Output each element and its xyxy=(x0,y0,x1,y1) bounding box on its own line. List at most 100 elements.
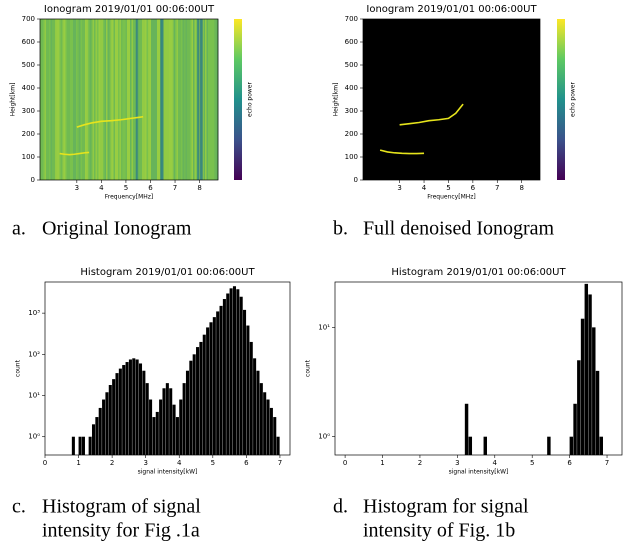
noise-stripe xyxy=(65,19,67,180)
x-tick-label: 6 xyxy=(471,184,476,192)
noise-stripe xyxy=(131,19,133,180)
x-tick-label: 8 xyxy=(197,184,201,192)
noise-stripe xyxy=(179,19,181,180)
noise-stripe xyxy=(152,19,154,180)
noise-stripe xyxy=(134,19,136,180)
noise-stripe xyxy=(211,19,213,180)
histogram-bar xyxy=(196,347,200,455)
noise-stripe xyxy=(100,19,102,180)
noise-stripe xyxy=(190,19,192,180)
histogram-bar xyxy=(125,362,129,455)
noise-band xyxy=(199,19,202,180)
noise-stripe xyxy=(62,19,64,180)
x-tick-label: 3 xyxy=(143,459,147,467)
noise-stripe xyxy=(151,19,153,180)
y-tick-label: 600 xyxy=(22,38,35,46)
axes-frame xyxy=(334,281,623,456)
colorbar-label: echo power xyxy=(570,82,577,117)
y-tick-label: 700 xyxy=(345,15,358,23)
histogram-bar xyxy=(595,370,600,455)
noise-stripe xyxy=(97,19,99,180)
noise-stripe xyxy=(178,19,180,180)
noise-stripe xyxy=(115,19,117,180)
histogram-bar xyxy=(199,341,203,455)
x-axis-label: Frequency[MHz] xyxy=(105,194,154,201)
x-tick-label: 4 xyxy=(99,184,104,192)
histogram-bar xyxy=(232,286,237,455)
noise-stripe xyxy=(127,19,129,180)
x-tick-label: 3 xyxy=(397,184,401,192)
noise-stripe xyxy=(170,19,172,180)
x-tick-label: 5 xyxy=(446,184,450,192)
noise-stripe xyxy=(145,19,147,180)
x-tick-label: 7 xyxy=(278,459,282,467)
noise-stripe xyxy=(112,19,114,180)
noise-stripe xyxy=(149,19,151,180)
noise-stripe xyxy=(142,19,144,180)
noise-stripe xyxy=(103,19,105,180)
noise-stripe xyxy=(181,19,183,180)
histogram-bar xyxy=(189,360,193,455)
x-axis-label: signal intensity[kW] xyxy=(138,469,198,476)
x-tick-label: 2 xyxy=(418,459,422,467)
noise-stripe xyxy=(175,19,177,180)
x-tick-label: 1 xyxy=(76,459,80,467)
histogram-bar xyxy=(263,392,267,455)
y-tick-label: 700 xyxy=(22,15,35,23)
noise-stripe xyxy=(167,19,169,180)
histogram-bar xyxy=(78,436,82,455)
chart-title: Histogram 2019/01/01 00:06:00UT xyxy=(391,267,566,278)
x-tick-label: 5 xyxy=(124,184,128,192)
histogram-bar xyxy=(573,403,577,455)
histogram-bar xyxy=(169,388,173,455)
noise-stripe xyxy=(182,19,184,180)
histogram-bar xyxy=(588,294,592,455)
noise-stripe xyxy=(169,19,171,180)
noise-stripe xyxy=(71,19,73,180)
histogram-bar xyxy=(108,385,112,455)
noise-stripe xyxy=(214,19,216,180)
x-axis-label: signal intensity[kW] xyxy=(449,469,509,476)
echo-trace xyxy=(399,103,464,126)
noise-band xyxy=(197,19,200,180)
noise-stripe xyxy=(158,19,160,180)
noise-stripe xyxy=(92,19,94,180)
histogram-bar xyxy=(155,411,159,455)
histogram-bar xyxy=(243,309,247,455)
noise-stripe xyxy=(70,19,72,180)
y-axis-label: Height[km] xyxy=(10,83,17,117)
noise-stripe xyxy=(106,19,108,180)
noise-stripe xyxy=(53,19,55,180)
caption-label: c. xyxy=(12,496,26,518)
noise-stripe xyxy=(44,19,46,180)
noise-stripe xyxy=(148,19,150,180)
x-tick-label: 6 xyxy=(567,459,572,467)
histogram-bar xyxy=(172,404,176,455)
noise-stripe xyxy=(61,19,63,180)
histogram-bar xyxy=(162,388,166,455)
caption-text: Histogram of signal xyxy=(42,496,201,518)
noise-stripe xyxy=(76,19,78,180)
noise-stripe xyxy=(64,19,66,180)
histogram-bar xyxy=(219,305,223,455)
histogram-bar xyxy=(249,341,253,455)
noise-stripe xyxy=(41,19,43,180)
chart-title: Ionogram 2019/01/01 00:06:00UT xyxy=(366,4,537,15)
y-tick-label: 600 xyxy=(345,38,358,46)
histogram-bar xyxy=(142,370,146,455)
noise-stripe xyxy=(206,19,208,180)
histogram-bar xyxy=(135,359,139,455)
noise-stripe xyxy=(77,19,79,180)
noise-stripe xyxy=(176,19,178,180)
histogram-bar xyxy=(580,318,585,455)
noise-stripe xyxy=(191,19,193,180)
y-tick-label: 10¹ xyxy=(318,323,330,331)
x-tick-label: 4 xyxy=(493,459,498,467)
histogram-bar xyxy=(159,399,163,455)
x-tick-label: 7 xyxy=(605,459,609,467)
histogram-bar xyxy=(236,289,240,455)
histogram-bar xyxy=(229,288,233,455)
x-tick-label: 5 xyxy=(211,459,215,467)
axes-frame xyxy=(39,18,219,181)
histogram-bar xyxy=(577,360,581,455)
